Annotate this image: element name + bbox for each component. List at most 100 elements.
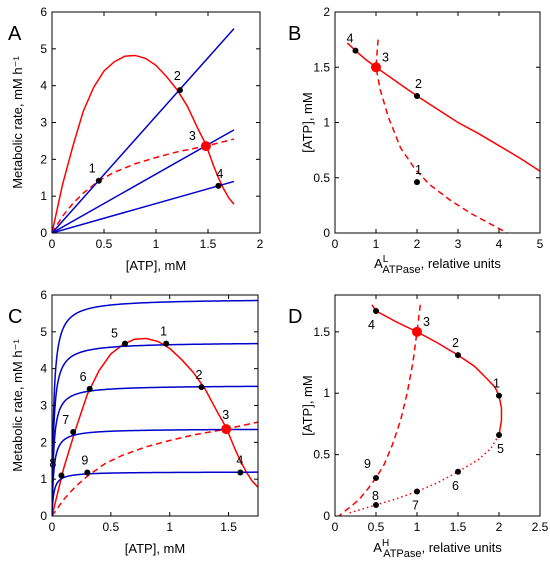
x-axis-label: [ATP], mM	[125, 541, 185, 556]
point-6	[86, 385, 93, 392]
point-label-5: 5	[111, 327, 118, 341]
point-label-1: 1	[89, 162, 96, 176]
x-tick-label: 3	[455, 237, 462, 251]
point-6	[455, 468, 461, 475]
x-tick-label: 1	[373, 237, 380, 251]
y-tick-label: 4	[40, 362, 47, 376]
point-2	[455, 352, 461, 359]
series-line-5	[52, 180, 235, 233]
point-label-3: 3	[222, 408, 229, 422]
series-line-2	[347, 434, 500, 515]
panel-D: 0 0.5 1 1.5 2 2.5 0 0.5 1 1.5 AH ATPase, relative u…	[288, 294, 549, 560]
x-tick-label: 0	[49, 237, 56, 251]
y-tick-label: 6	[40, 5, 47, 19]
series-line-1	[346, 42, 540, 172]
point-1	[496, 392, 502, 399]
series-line-5	[52, 385, 258, 516]
point-label-8: 8	[372, 489, 379, 503]
x-axis-label: AH ATPase, relative units	[373, 538, 502, 560]
y-tick-label: 0.5	[313, 448, 330, 462]
y-tick-label: 5	[40, 325, 47, 339]
point-2	[176, 87, 183, 94]
point-label-1: 1	[160, 325, 167, 339]
y-tick-label: 0	[323, 509, 330, 523]
x-tick-label: 1	[153, 237, 160, 251]
point-label-3: 3	[189, 129, 196, 143]
point-1	[95, 177, 102, 184]
point-label-1: 1	[493, 377, 500, 391]
point-label-4: 4	[368, 318, 375, 332]
point-5	[121, 340, 128, 347]
point-label-2: 2	[415, 77, 422, 91]
point-4	[352, 47, 359, 54]
point-label-1: 1	[415, 163, 422, 177]
y-tick-label: 1	[323, 116, 330, 130]
x-tick-label: 0	[332, 237, 339, 251]
point-label-2: 2	[452, 336, 459, 350]
point-label-4: 4	[347, 32, 354, 46]
series-line-3	[52, 299, 258, 516]
x-tick-label: 2	[414, 237, 421, 251]
point-label-3: 3	[382, 50, 389, 64]
plot-frame	[334, 11, 541, 234]
series-line-3	[338, 304, 422, 516]
y-tick-label: 4	[40, 79, 47, 93]
curves	[338, 304, 503, 516]
y-tick-label: 0	[323, 226, 330, 240]
y-tick-label: 0	[40, 509, 47, 523]
series-line-6	[52, 428, 258, 516]
point-label-6: 6	[80, 370, 87, 384]
point-label-2: 2	[174, 69, 181, 83]
y-axis-label: Metabolic rate, mM h⁻¹	[10, 56, 25, 189]
point-label-2: 2	[195, 368, 202, 382]
panel-A: 0 0.5 1 1.5 2 0 1 2 3 4 5 6 [ATP], mM Metabolic rate,…	[8, 5, 264, 273]
x-tick-label: 0	[49, 520, 56, 534]
x-tick-label: 0.5	[368, 520, 385, 534]
point-label-5: 5	[497, 442, 504, 456]
point-7	[414, 488, 420, 495]
series-line-2	[52, 138, 235, 233]
point-label-9: 9	[81, 454, 88, 468]
point-label-9: 9	[364, 457, 371, 471]
y-tick-label: 0	[40, 226, 47, 240]
y-tick-label: 1.5	[313, 325, 330, 339]
x-tick-label: 5	[537, 237, 544, 251]
y-tick-label: 2	[40, 435, 47, 449]
point-7	[70, 429, 77, 436]
point-4	[237, 469, 244, 476]
y-axis-label: [ATP], mM	[300, 375, 315, 435]
series-line-1	[52, 54, 235, 233]
y-tick-label: 1	[40, 472, 47, 486]
panel-letter: C	[8, 306, 22, 328]
y-tick-label: 5	[40, 42, 47, 56]
point-8	[373, 501, 379, 508]
x-tick-label: 1.5	[220, 520, 237, 534]
x-tick-label: 1.5	[200, 237, 217, 251]
y-tick-label: 1	[40, 189, 47, 203]
x-axis-label: AL ATPase, relative units	[374, 254, 501, 276]
point-label-3: 3	[423, 315, 430, 329]
point-label-4: 4	[236, 454, 243, 468]
curves	[346, 39, 540, 233]
point-3	[371, 62, 381, 73]
point-2	[198, 384, 205, 391]
point-3	[221, 424, 232, 435]
panel-C: 0 0.5 1 1.5 0 1 2 3 4 5 6 [ATP], mM Metabolic rate, …	[8, 288, 259, 556]
x-tick-label: 0.5	[103, 520, 120, 534]
y-tick-label: 1	[323, 386, 330, 400]
point-label-6: 6	[452, 479, 459, 493]
y-tick-label: 2	[323, 5, 330, 19]
x-tick-label: 1.5	[450, 520, 467, 534]
series-line-3	[52, 28, 235, 233]
point-label-8: 8	[49, 456, 56, 470]
series-line-2	[52, 421, 258, 516]
point-1	[163, 340, 170, 347]
plot-frame	[51, 11, 261, 234]
point-label-7: 7	[62, 413, 69, 427]
point-5	[496, 431, 502, 438]
y-tick-label: 3	[40, 116, 47, 130]
y-tick-label: 0.5	[313, 171, 330, 185]
point-label-4: 4	[216, 167, 223, 181]
x-tick-label: 0	[332, 520, 339, 534]
